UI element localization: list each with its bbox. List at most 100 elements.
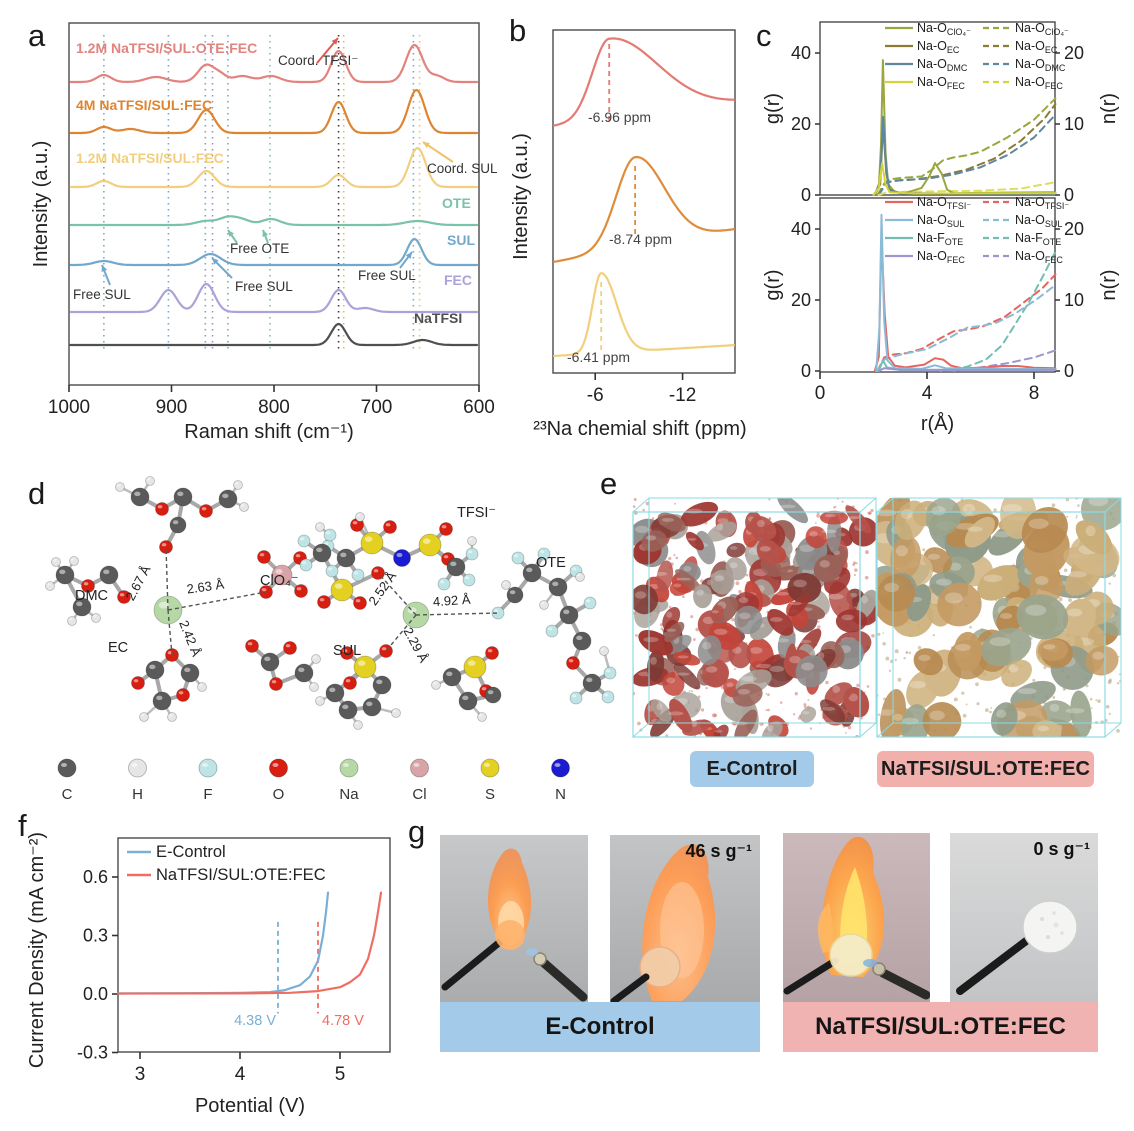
atom-highlight: [443, 555, 449, 559]
solvent-dot: [860, 716, 863, 720]
atom-H: [391, 708, 401, 718]
solvent-dot: [1064, 688, 1066, 691]
atom-C: [218, 489, 238, 509]
blob-highlight: [824, 513, 837, 518]
atom-highlight: [526, 567, 533, 573]
atom-H: [315, 522, 325, 532]
solvent-dot: [922, 548, 926, 552]
trace: [877, 367, 1057, 372]
atom-highlight: [59, 569, 66, 575]
blob-highlight: [796, 639, 812, 644]
blob: [638, 629, 674, 656]
atom-highlight: [381, 647, 387, 651]
blob-highlight: [711, 610, 719, 614]
blob-highlight: [789, 655, 801, 664]
blob-highlight: [832, 685, 841, 694]
atom-F: [437, 577, 451, 591]
solvent-dot: [1117, 655, 1120, 658]
trace-label: OTE: [442, 195, 471, 211]
blob-highlight: [769, 665, 784, 673]
blob: [777, 498, 809, 524]
burn-time-natfsi: 0 s g⁻¹: [1033, 839, 1090, 859]
blob: [750, 515, 777, 540]
annotation-text: Free SUL: [358, 268, 416, 283]
legend-label: NaTFSI/SUL:OTE:FEC: [156, 866, 326, 884]
trace: [69, 283, 479, 314]
solvent-dot: [882, 632, 885, 634]
solvent-dot: [870, 508, 874, 513]
x-tick-label: 700: [361, 397, 393, 418]
solvent-dot: [705, 686, 708, 690]
blob: [877, 574, 915, 612]
atom-C: [173, 487, 193, 507]
atom-highlight: [295, 554, 301, 558]
blob-highlight: [793, 579, 807, 588]
trace: [877, 181, 1057, 196]
x-tick-label: 0: [815, 383, 826, 404]
solvent-dot: [1089, 697, 1093, 701]
solvent-dot: [767, 693, 770, 697]
atom-highlight: [577, 574, 581, 577]
atom-highlight: [422, 538, 431, 544]
solvent-dot: [932, 634, 936, 637]
blob-highlight: [739, 612, 751, 620]
molecular-structures: 2.67 Å 2.63 Å2.42 Å2.52 Å 4.92 Å2.29 ÅDMCE…: [45, 476, 617, 803]
trace: [876, 284, 1057, 372]
atom-H: [51, 557, 61, 567]
legend-atom-symbol: C: [62, 786, 73, 803]
sim-box-front: [876, 511, 1106, 738]
legend-label: Na-OTFSI⁻: [917, 195, 971, 211]
atom-highlight: [334, 583, 343, 589]
atom-highlight: [131, 763, 138, 767]
blob-highlight: [931, 506, 946, 516]
blob: [922, 702, 962, 737]
blob: [1085, 645, 1119, 676]
solvent-dot: [1052, 696, 1056, 699]
y-axis-title: Intensity (a.u.): [510, 133, 532, 260]
solvent-dot: [735, 581, 740, 586]
atom-highlight: [433, 682, 437, 685]
blob: [707, 521, 737, 542]
atom-highlight: [396, 552, 403, 558]
solvent-dot: [871, 634, 875, 638]
trace: [552, 156, 736, 263]
atom-highlight: [487, 690, 494, 695]
solvent-dot: [965, 703, 968, 706]
sim-box-front: [632, 511, 861, 738]
trace: [69, 89, 479, 135]
atom-highlight: [554, 763, 561, 767]
solvent-dot: [720, 685, 724, 689]
nmr-spectra-chart: -6 -12 -6.96 ppm -8.74 ppm -6.41 ppm ²³Na che…: [510, 29, 747, 440]
peak-shift-label: -8.74 ppm: [609, 231, 672, 247]
trace: [69, 215, 479, 227]
sim-box-edge: [859, 497, 877, 513]
solvent-dot: [1058, 597, 1063, 602]
panel-letter-e: e: [600, 466, 618, 501]
atom-F: [601, 690, 615, 704]
blob-highlight: [893, 713, 903, 721]
blob: [805, 526, 827, 549]
blob: [767, 609, 794, 636]
atom-highlight: [328, 567, 333, 571]
sim-box-edge: [876, 497, 894, 513]
distance-label: 2.42 Å: [176, 618, 204, 659]
blob: [697, 635, 722, 666]
solvent-dot: [1068, 598, 1073, 603]
blob: [647, 649, 665, 682]
solvent-dot: [814, 522, 817, 524]
atom-highlight: [364, 536, 373, 542]
y-axis-title: Current Density (mA cm⁻²): [26, 832, 48, 1068]
atom-highlight: [541, 602, 545, 605]
blob: [835, 609, 868, 633]
photo-econtrol-ignition: [440, 835, 588, 1002]
solvent-dot: [794, 692, 798, 696]
blob: [672, 651, 701, 666]
atom-highlight: [481, 687, 487, 691]
blob: [711, 605, 724, 623]
blob-highlight: [1008, 664, 1019, 673]
sim-box-edge: [1104, 497, 1122, 513]
solvent-dot: [856, 683, 860, 688]
atom-highlight: [157, 505, 163, 509]
atom-F: [323, 528, 337, 542]
